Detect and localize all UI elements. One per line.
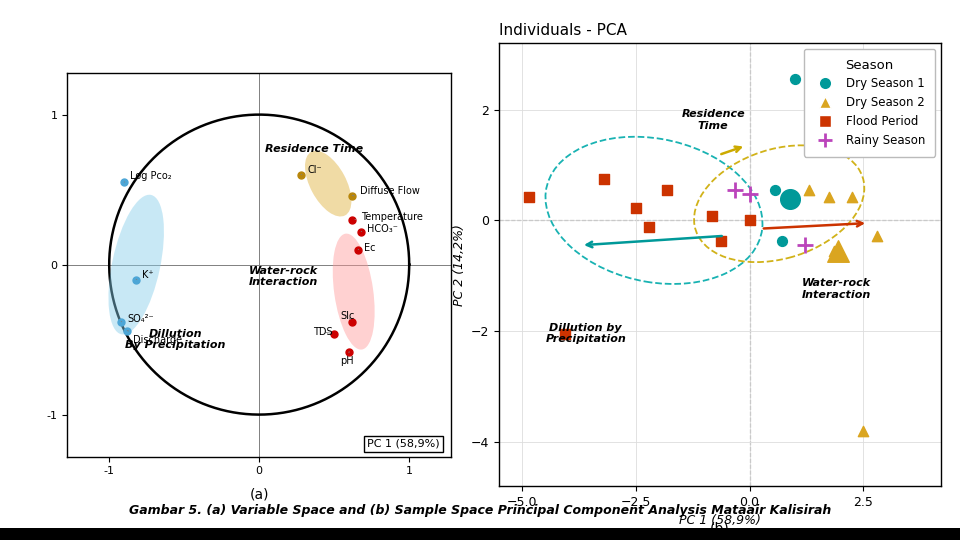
Point	[660, 186, 675, 194]
Text: K⁺: K⁺	[136, 270, 154, 280]
Text: Individuals - PCA: Individuals - PCA	[499, 23, 627, 38]
Point	[870, 232, 885, 240]
Legend: Dry Season 1, Dry Season 2, Flood Period, Rainy Season: Dry Season 1, Dry Season 2, Flood Period…	[804, 49, 935, 157]
Point	[845, 193, 860, 201]
Point	[787, 75, 803, 84]
Point	[822, 193, 837, 201]
Point	[596, 174, 612, 183]
Text: Temperature: Temperature	[355, 212, 423, 221]
Point	[830, 246, 846, 255]
Text: PC 1 (58,9%): PC 1 (58,9%)	[367, 439, 440, 449]
Point	[742, 190, 757, 198]
Text: Ec: Ec	[358, 243, 375, 253]
Text: Water-rock
Interaction: Water-rock Interaction	[802, 279, 871, 300]
X-axis label: PC 1 (58,9%): PC 1 (58,9%)	[679, 514, 761, 527]
Point	[641, 222, 657, 231]
Text: Water-rock
Interaction: Water-rock Interaction	[249, 266, 318, 287]
Point	[782, 195, 798, 204]
Point	[827, 246, 842, 255]
Text: Dillution
By Precipitation: Dillution By Precipitation	[125, 329, 226, 350]
Y-axis label: PC 2 (14,2%): PC 2 (14,2%)	[452, 224, 466, 306]
Ellipse shape	[108, 195, 164, 334]
Point	[798, 241, 813, 249]
Text: (b): (b)	[710, 522, 730, 536]
Text: Discharge: Discharge	[127, 330, 182, 345]
Text: SIc: SIc	[340, 310, 354, 321]
Point	[775, 237, 790, 246]
Point	[521, 193, 537, 201]
Text: Residence Time: Residence Time	[265, 144, 363, 153]
Text: HCO₃⁻: HCO₃⁻	[361, 224, 398, 234]
Ellipse shape	[305, 151, 351, 217]
Text: (a): (a)	[250, 487, 269, 501]
Text: Cl⁻: Cl⁻	[301, 165, 322, 175]
Point	[801, 186, 816, 194]
Point	[783, 195, 799, 204]
Text: TDS: TDS	[313, 327, 333, 337]
Point	[628, 204, 643, 212]
Text: pH: pH	[340, 352, 354, 366]
Text: Log Pco₂: Log Pco₂	[124, 171, 172, 182]
Point	[742, 216, 757, 225]
Text: Gambar 5. (a) Variable Space and (b) Sample Space Principal Component Analysis M: Gambar 5. (a) Variable Space and (b) Sam…	[129, 504, 831, 517]
Point	[713, 237, 729, 246]
Point	[558, 329, 573, 338]
Ellipse shape	[333, 234, 374, 349]
Text: Dillution by
Precipitation: Dillution by Precipitation	[545, 323, 626, 345]
Point	[705, 212, 720, 220]
Point	[855, 427, 871, 435]
Point	[767, 186, 782, 194]
Text: Residence
Time: Residence Time	[682, 109, 745, 131]
Text: SO₄²⁻: SO₄²⁻	[121, 314, 154, 323]
Text: Diffuse Flow: Diffuse Flow	[352, 186, 420, 196]
Point	[728, 186, 743, 194]
